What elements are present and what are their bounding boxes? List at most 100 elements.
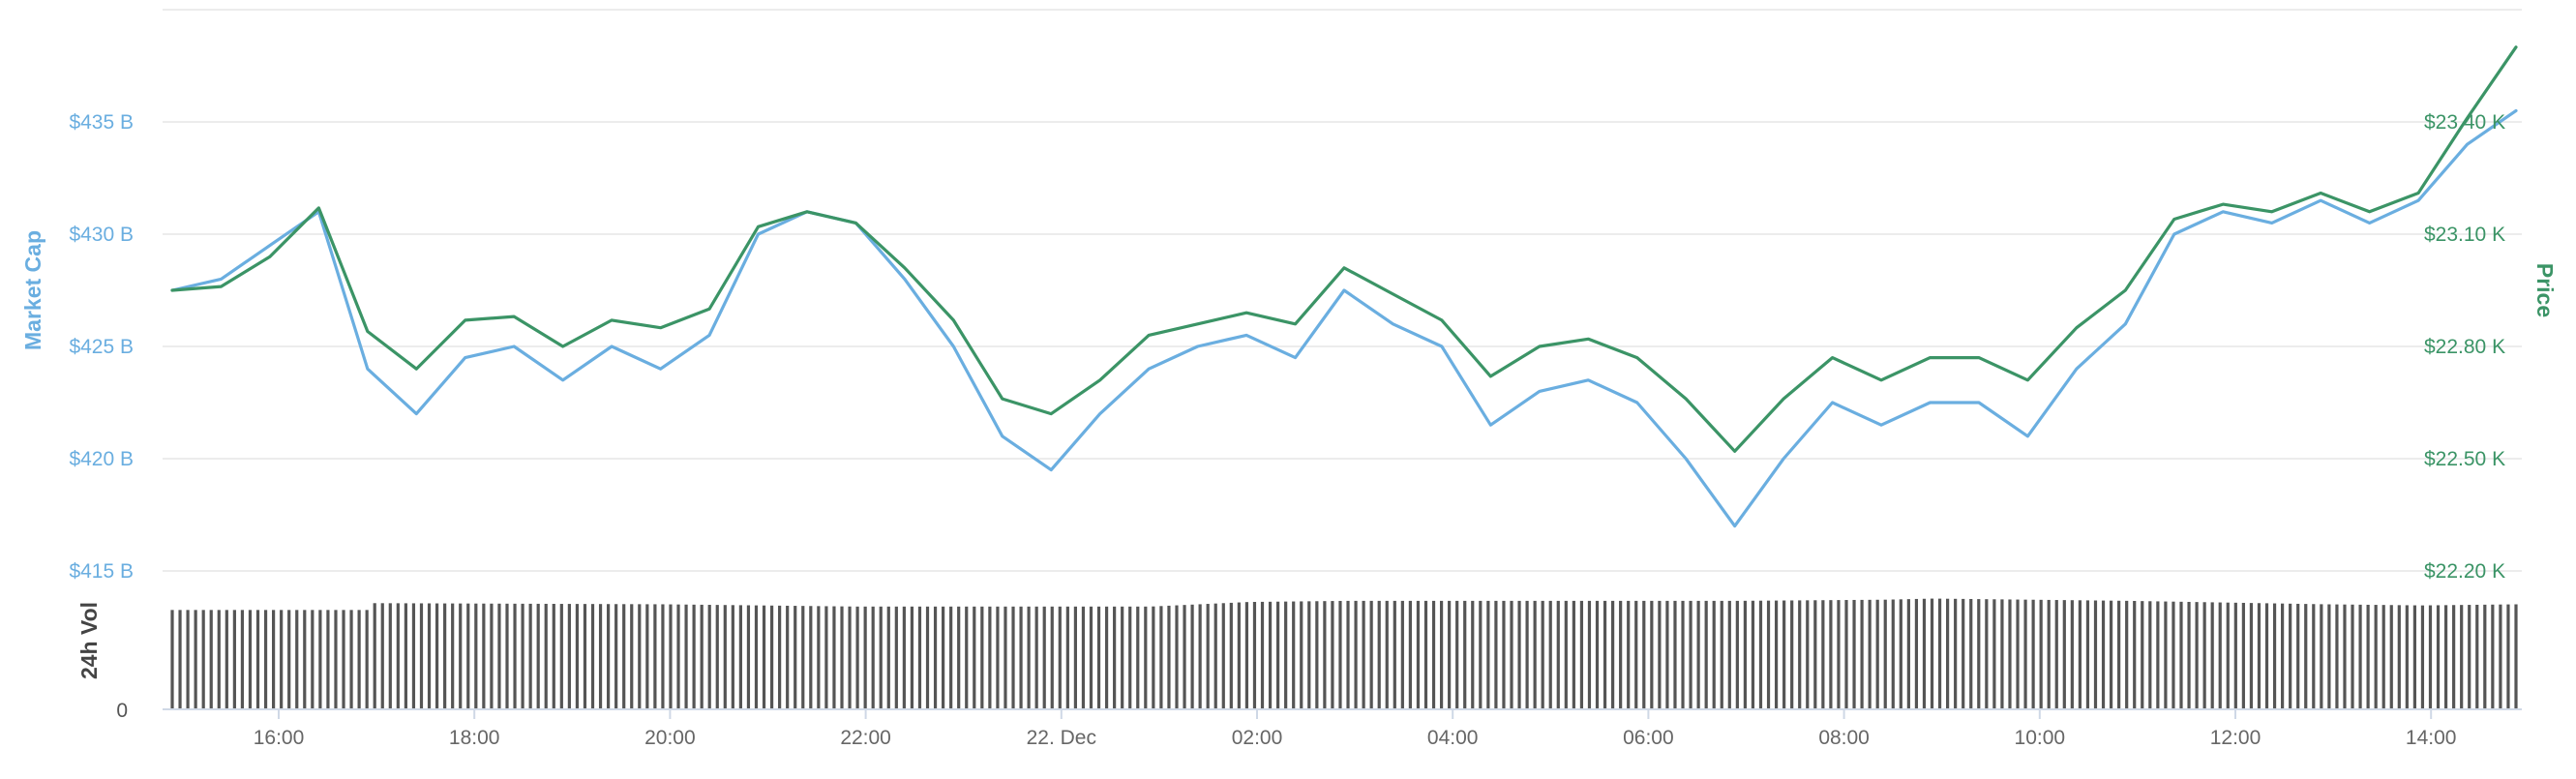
volume-bar xyxy=(2054,600,2058,709)
volume-bar xyxy=(334,610,338,709)
volume-bar xyxy=(630,604,634,709)
volume-bar xyxy=(2320,604,2323,709)
volume-bar xyxy=(1985,599,1989,709)
volume-bar xyxy=(466,603,470,709)
price-line xyxy=(170,45,2518,453)
volume-bar xyxy=(723,605,727,709)
volume-bar xyxy=(2172,601,2175,709)
volume-bar xyxy=(194,610,197,709)
volume-bar xyxy=(2195,602,2199,709)
volume-bar xyxy=(2249,603,2254,709)
x-tick-label: 18:00 xyxy=(449,727,500,749)
x-tick-label: 22:00 xyxy=(840,727,891,749)
volume-bar xyxy=(178,610,182,709)
volume-bar xyxy=(2008,599,2012,709)
volume-axis-title: 24h Vol xyxy=(76,602,102,679)
volume-bar xyxy=(365,610,369,709)
volume-bar xyxy=(1813,600,1817,709)
right-tick-label: $22.80 K xyxy=(2424,336,2505,358)
volume-bar xyxy=(2374,605,2378,709)
left-axis-title: Market Cap xyxy=(20,230,45,350)
volume-zero-label: 0 xyxy=(116,700,128,722)
volume-bar xyxy=(653,604,657,709)
volume-bar xyxy=(1751,600,1755,709)
right-tick-label: $23.40 K xyxy=(2424,111,2505,134)
volume-bar xyxy=(1315,601,1319,709)
volume-bar xyxy=(2016,599,2020,709)
volume-bar xyxy=(1400,600,1404,709)
volume-bar xyxy=(2358,604,2362,709)
volume-bar xyxy=(2483,604,2487,709)
volume-bar xyxy=(2257,603,2261,709)
volume-bar xyxy=(2093,600,2098,709)
volume-bar xyxy=(871,606,875,709)
volume-bar xyxy=(1213,603,1217,709)
volume-bar xyxy=(1510,600,1513,709)
volume-bar xyxy=(1954,598,1958,709)
volume-bar xyxy=(2366,604,2370,709)
volume-bar xyxy=(326,610,330,709)
volume-bar xyxy=(1416,600,1421,709)
volume-bar xyxy=(1743,600,1747,709)
volume-bar xyxy=(1065,606,1069,709)
volume-bar xyxy=(1790,600,1794,709)
right-axis-title: Price xyxy=(2532,263,2558,317)
volume-bar xyxy=(1946,598,1950,709)
volume-bar xyxy=(817,606,821,709)
volume-bar xyxy=(1930,598,1934,709)
volume-bar xyxy=(2351,604,2354,709)
volume-bar xyxy=(1962,598,1965,709)
axes: $415 B $420 B $425 B $430 B $435 B $22.20 K $2… xyxy=(20,111,2558,749)
volume-bar xyxy=(170,610,174,709)
volume-bar xyxy=(2420,605,2425,709)
volume-bar xyxy=(1479,600,1483,709)
volume-bar xyxy=(832,606,836,709)
volume-bar xyxy=(894,606,898,709)
volume-bar xyxy=(598,604,603,709)
volume-bar xyxy=(1455,600,1459,709)
volume-bar xyxy=(2039,599,2043,709)
volume-bar xyxy=(209,610,213,709)
volume-bar xyxy=(2187,601,2191,709)
volume-bar xyxy=(645,604,649,709)
volume-bar xyxy=(2117,600,2121,709)
volume-bar xyxy=(513,603,517,709)
volume-bar xyxy=(2125,600,2129,709)
volume-bar xyxy=(1533,600,1537,709)
volume-bar xyxy=(684,604,688,709)
right-tick-label: $22.20 K xyxy=(2424,560,2505,583)
volume-bar xyxy=(762,605,766,709)
volume-bar xyxy=(1423,600,1428,709)
volume-bar xyxy=(373,603,376,709)
volume-bar xyxy=(1206,604,1210,709)
x-tick-label: 20:00 xyxy=(644,727,696,749)
right-tick-label: $22.50 K xyxy=(2424,448,2505,470)
volume-bar xyxy=(380,603,384,709)
volume-bar xyxy=(1579,600,1584,709)
volume-bar xyxy=(1089,606,1093,709)
volume-bar xyxy=(2000,599,2004,709)
volume-bar xyxy=(567,604,571,709)
price-lines xyxy=(170,45,2518,528)
volume-bar xyxy=(1244,602,1249,709)
volume-bar xyxy=(404,603,407,709)
volume-bar xyxy=(965,606,969,709)
volume-bar xyxy=(1502,600,1506,709)
volume-bar xyxy=(2085,600,2090,709)
volume-bar xyxy=(2491,604,2495,709)
volume-bar xyxy=(980,606,984,709)
volume-bar xyxy=(474,603,478,709)
volume-bar xyxy=(692,604,696,709)
volume-bar xyxy=(1587,600,1592,709)
volume-bar xyxy=(1237,602,1241,709)
volume-bar xyxy=(311,610,315,709)
volume-bar xyxy=(1548,600,1552,709)
x-tick-label: 16:00 xyxy=(254,727,305,749)
volume-bar xyxy=(1494,600,1498,709)
volume-bar xyxy=(575,604,580,709)
volume-bar xyxy=(754,605,759,709)
volume-bar xyxy=(2156,601,2160,709)
volume-bar xyxy=(1937,598,1942,709)
volume-bar xyxy=(622,604,626,709)
